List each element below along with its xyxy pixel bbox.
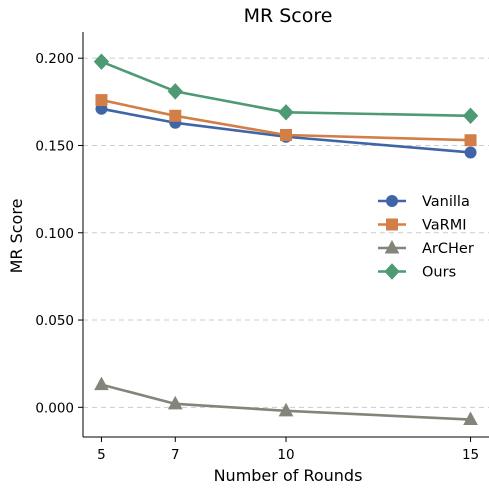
series-group	[93, 53, 479, 426]
y-tick-label: 0.200	[35, 51, 74, 67]
y-tick-label: 0.150	[35, 138, 74, 154]
data-point-varmi	[464, 134, 477, 147]
data-point-ours	[93, 53, 110, 70]
x-tick-label: 15	[462, 447, 479, 463]
series-line-ours	[100, 60, 471, 118]
y-axis-label: MR Score	[7, 199, 26, 274]
legend: Vanilla VaRMI ArCHer Ours	[378, 194, 474, 281]
data-point-ours	[462, 107, 479, 125]
data-point-ours	[278, 104, 294, 121]
legend-label-vanilla: Vanilla	[422, 194, 470, 210]
legend-label-archer: ArCHer	[422, 241, 474, 257]
data-point-varmi	[95, 94, 108, 107]
legend-label-ours: Ours	[422, 265, 456, 281]
y-tick-label: 0.050	[35, 313, 74, 329]
data-point-ours	[167, 83, 183, 100]
data-point-varmi	[280, 128, 292, 141]
series-line-varmi	[101, 98, 471, 142]
y-tick-label: 0.100	[35, 226, 74, 242]
data-point-archer	[278, 402, 294, 417]
axes	[82, 32, 489, 438]
data-point-vanilla	[464, 146, 477, 159]
data-point-archer	[94, 376, 109, 391]
x-axis-ticks: 5 7 10 15	[97, 437, 479, 463]
series-line-vanilla	[101, 107, 471, 154]
data-point-varmi	[169, 109, 182, 122]
legend-marker-archer	[384, 239, 400, 254]
legend-marker-vanilla	[386, 195, 398, 207]
y-axis-ticks: 0.000 0.050 0.100 0.150 0.200	[35, 51, 83, 416]
x-tick-label: 10	[277, 447, 294, 463]
y-tick-label: 0.000	[35, 400, 74, 416]
data-point-archer	[167, 395, 183, 410]
legend-marker-varmi	[386, 218, 398, 231]
x-axis-label: Number of Rounds	[214, 466, 363, 485]
data-point-archer	[463, 411, 478, 426]
legend-label-varmi: VaRMI	[422, 218, 467, 234]
x-tick-label: 5	[97, 447, 106, 463]
chart-title: MR Score	[244, 5, 333, 27]
series-line-archer	[101, 383, 471, 421]
x-tick-label: 7	[171, 447, 180, 463]
legend-marker-ours	[384, 263, 400, 280]
